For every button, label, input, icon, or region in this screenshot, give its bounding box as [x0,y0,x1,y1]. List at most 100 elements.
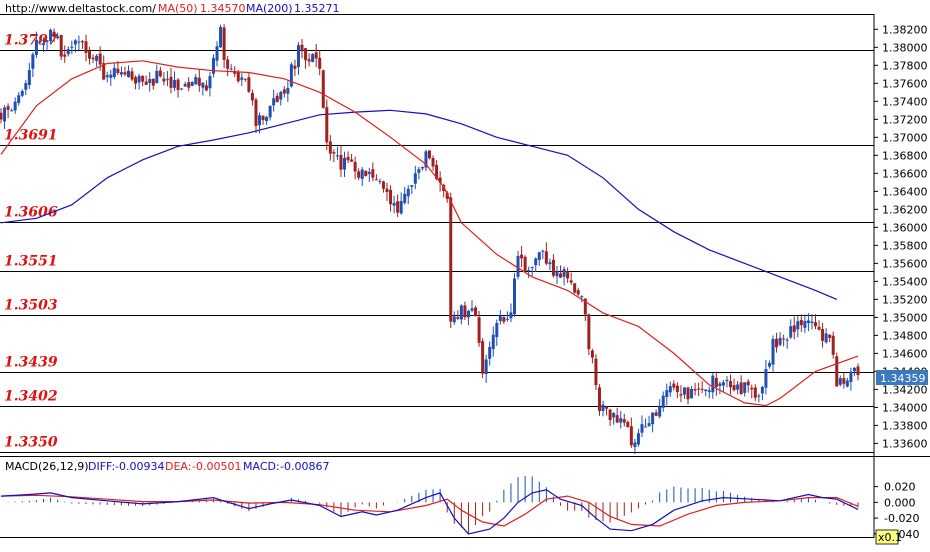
ma50-label: MA(50) [158,2,198,15]
site-url[interactable]: http://www.deltastock.com/ [5,2,156,15]
candle-body [406,188,410,197]
candle-body [757,395,761,397]
candle-body [640,424,644,433]
candle-body [792,325,796,332]
candle-body [746,381,750,386]
ma50-series [0,60,859,407]
candle-body [321,70,325,108]
candle-body [760,386,764,394]
candle-body [672,383,676,388]
candlestick-series [0,24,860,455]
candle-body [84,41,88,53]
price-tick-label: 1.34200 [882,383,928,396]
candle-body [165,79,169,81]
candle-body [151,78,155,86]
candle-body [590,350,594,358]
price-tick-label: 1.35200 [882,293,928,306]
candle-body [254,99,258,126]
ma200-series [0,109,838,300]
candle-body [250,92,254,101]
candle-body [346,156,350,161]
candle-body [551,259,555,276]
candle-body [799,319,803,326]
macd-dea-value: -0.00501 [192,460,241,473]
candle-body [219,27,223,48]
candle-body [721,382,725,386]
candle-body [658,406,662,417]
candle-body [247,77,251,92]
candle-body [56,36,60,39]
candle-body [392,202,396,206]
candle-body [38,40,42,43]
candle-body [435,164,439,179]
candle-body [325,107,329,143]
candle-body [20,91,24,96]
candle-body [838,378,842,385]
macd-name: MACD(26,12,9) [5,460,89,473]
candle-body [619,418,623,423]
candle-body [123,72,127,75]
candle-body [148,79,152,83]
candle-body [629,426,633,446]
candle-body [828,334,832,338]
candle-body [52,31,56,37]
candle-body [803,320,807,328]
candle-body [116,68,120,73]
candle-body [374,179,378,181]
candle-body [364,170,368,177]
candle-body [137,75,141,83]
candle-body [63,54,67,57]
candle-body [764,369,768,388]
candle-body [155,70,159,84]
price-tick-label: 1.36200 [882,203,928,216]
price-tick-label: 1.37600 [882,77,928,90]
candle-body [583,298,587,315]
candle-body [95,55,99,61]
macd-diff-label: DIFF: [88,460,115,473]
candle-body [739,382,743,395]
candle-body [66,49,70,55]
candle-body [806,320,810,324]
candle-body [286,88,290,94]
candle-body [512,278,516,315]
candle-body [226,59,230,69]
candle-body [541,250,545,252]
candle-body [782,338,786,340]
level-label: 1.3606 [4,205,58,221]
candle-body [509,312,513,319]
zoom-badge[interactable] [875,529,899,545]
candle-body [190,82,194,86]
macd-diff-line [0,489,859,535]
price-tick-label: 1.37400 [882,95,928,108]
candle-body [233,71,237,74]
candle-body [417,169,421,173]
price-tick-label: 1.35600 [882,257,928,270]
candle-body [70,46,74,48]
zoom-label[interactable]: x0.1 [878,531,902,544]
candle-body [173,79,177,88]
candle-body [686,387,690,400]
candle-body [814,322,818,327]
ma200-line [0,109,838,300]
candle-body [498,315,502,321]
candle-body [636,433,640,445]
last-price-tag [876,370,928,385]
price-tick-label: 1.35800 [882,239,928,252]
ma200-value: 1.35271 [294,2,340,15]
candle-body [580,296,584,298]
candle-body [130,71,134,80]
candle-body [91,57,95,60]
candle-body [714,377,718,387]
candle-body [562,269,566,277]
candle-body [265,116,269,121]
candle-body [463,305,467,318]
candle-body [222,27,226,60]
candle-body [626,421,630,428]
candle-body [204,85,208,91]
candle-body [438,177,442,183]
price-tick-label: 1.36600 [882,167,928,180]
price-tick-label: 1.34600 [882,347,928,360]
candle-body [424,151,428,168]
macd-dea-label: DEA: [165,460,191,473]
